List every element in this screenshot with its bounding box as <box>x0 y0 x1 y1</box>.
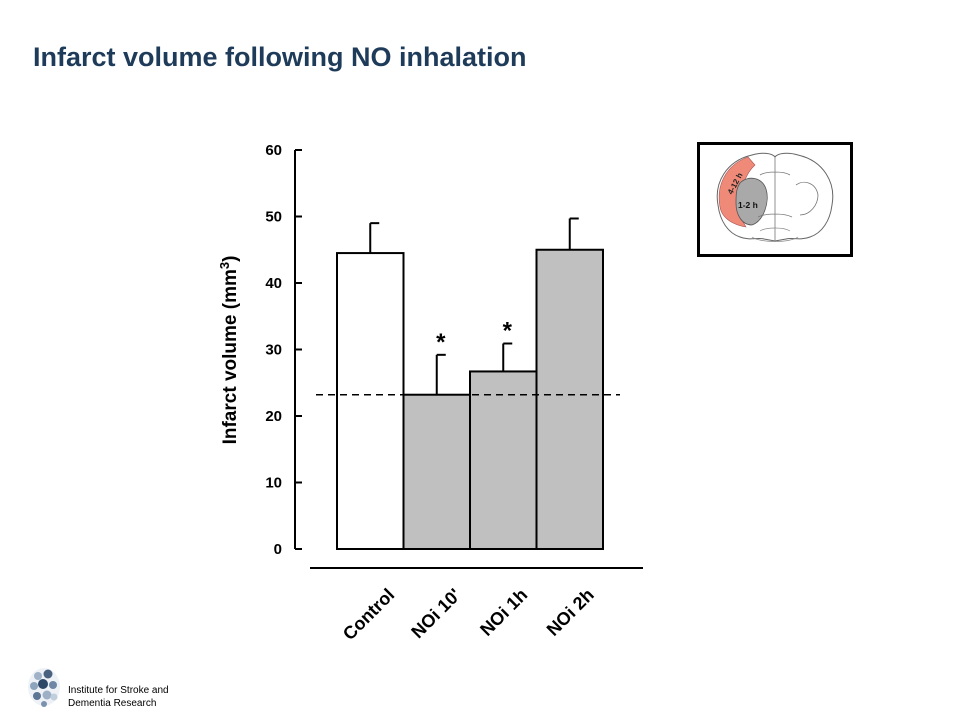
y-tick-label: 20 <box>265 408 282 425</box>
institute-logo <box>28 668 60 707</box>
brain-section-inset: 4-12 h 1-2 h <box>697 142 853 257</box>
category-label: NOi 2h <box>543 585 598 640</box>
category-label: NOi 1h <box>476 585 531 640</box>
bars <box>336 248 604 550</box>
bar <box>402 393 471 550</box>
y-tick-label: 40 <box>265 275 282 292</box>
y-tick-label: 10 <box>265 475 282 492</box>
slide-title: Infarct volume following NO inhalation <box>33 42 527 72</box>
institute-name-line1: Institute for Stroke and <box>68 685 169 696</box>
category-label: NOi 10' <box>407 585 464 642</box>
y-tick-label: 50 <box>265 209 282 226</box>
bar <box>469 370 538 550</box>
significance-markers: * * <box>436 318 513 356</box>
y-tick-label: 0 <box>274 541 282 558</box>
category-labels: Control NOi 10' NOi 1h NOi 2h <box>339 585 598 644</box>
bar <box>535 248 604 550</box>
error-bars <box>369 217 579 395</box>
inset-label-inner: 1-2 h <box>738 200 758 210</box>
y-tick-label: 30 <box>265 342 282 359</box>
y-axis: 0 10 20 30 40 50 60 <box>265 142 302 558</box>
y-tick-label: 60 <box>265 142 282 159</box>
bar <box>336 252 405 550</box>
significance-star: * <box>436 329 446 356</box>
significance-star: * <box>503 318 513 345</box>
institute-name-line2: Dementia Research <box>68 698 157 709</box>
brain-coronal-icon: 4-12 h 1-2 h <box>716 152 834 242</box>
y-axis-title: Infarct volume (mm3) <box>217 256 241 445</box>
institute-name: Institute for Stroke and Dementia Resear… <box>68 684 169 710</box>
category-label: Control <box>339 585 398 644</box>
